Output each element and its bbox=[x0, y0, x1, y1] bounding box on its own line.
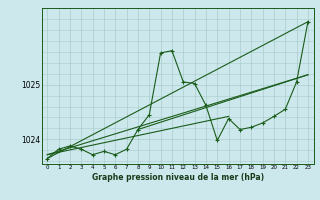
X-axis label: Graphe pression niveau de la mer (hPa): Graphe pression niveau de la mer (hPa) bbox=[92, 173, 264, 182]
